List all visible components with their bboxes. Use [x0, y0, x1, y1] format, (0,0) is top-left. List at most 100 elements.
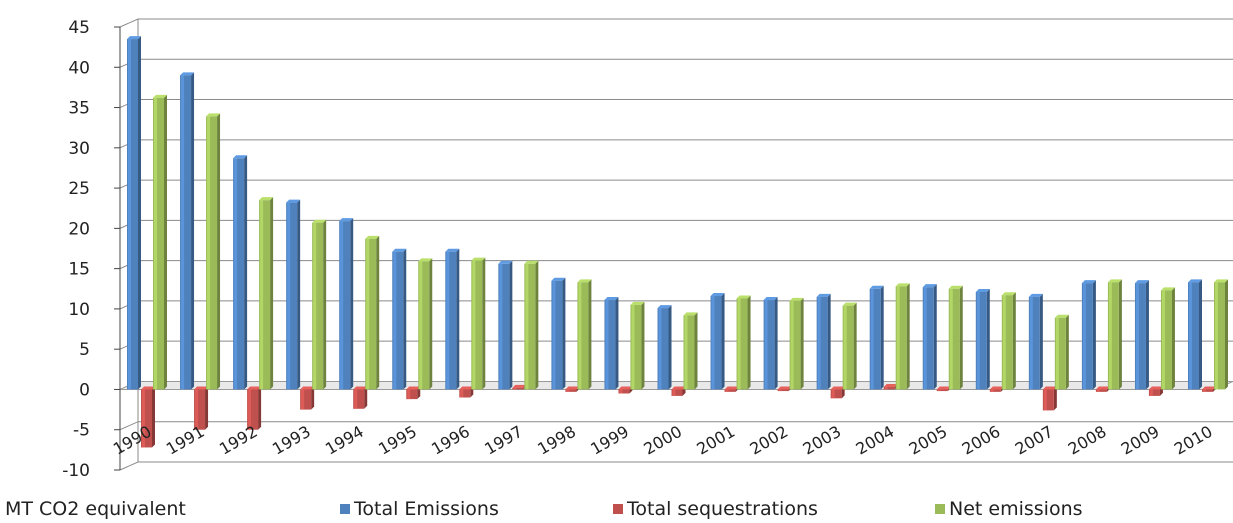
legend-item-total-emissions: Total Emissions — [340, 498, 499, 520]
bars — [127, 36, 1228, 448]
legend-label-net-emissions: Net emissions — [949, 498, 1083, 520]
bar — [1042, 386, 1057, 411]
bar — [1028, 293, 1043, 390]
x-category-label: 1991 — [163, 422, 208, 459]
bar — [498, 260, 513, 390]
bar — [736, 295, 751, 390]
legend-label-total-sequestrations: Total sequestrations — [627, 498, 818, 520]
bar — [683, 312, 698, 390]
bar — [1107, 279, 1122, 390]
bar — [618, 386, 633, 394]
bar — [577, 279, 592, 390]
bar — [247, 386, 262, 430]
gridline — [119, 179, 1233, 189]
legend-item-net-emissions: Net emissions — [935, 498, 1083, 520]
x-category-label: 1995 — [375, 422, 420, 459]
bar — [418, 258, 433, 390]
gridline — [119, 58, 1233, 68]
x-category-label: 1996 — [428, 422, 473, 459]
bar — [524, 260, 539, 390]
bar — [1188, 279, 1202, 390]
x-category-label: 1997 — [481, 422, 526, 459]
bar — [180, 72, 195, 390]
x-category-label: 1992 — [216, 422, 261, 459]
bar — [127, 36, 141, 390]
bar — [789, 297, 804, 390]
x-category-label: 1999 — [587, 422, 632, 459]
gridline — [119, 139, 1233, 149]
y-tick-label: 40 — [68, 58, 90, 78]
x-category-label: 1990 — [110, 422, 155, 459]
bar — [339, 218, 354, 390]
bar — [1148, 386, 1163, 396]
x-category-label: 2006 — [959, 422, 1004, 459]
x-category-label: 2001 — [693, 422, 738, 459]
gridline — [119, 461, 1233, 471]
x-category-label: 2010 — [1171, 422, 1216, 459]
bar — [922, 284, 937, 390]
y-tick-label: 35 — [68, 99, 90, 119]
legend-label-total-emissions: Total Emissions — [354, 498, 499, 520]
legend-swatch-net-emissions — [935, 504, 945, 514]
bar — [286, 199, 301, 390]
bar — [895, 283, 910, 390]
legend-swatch-total-emissions — [340, 504, 350, 514]
y-tick-label: 5 — [79, 340, 90, 360]
bar — [392, 248, 407, 390]
bar — [406, 386, 421, 400]
gridline — [119, 99, 1233, 109]
x-category-label: 2009 — [1118, 422, 1163, 459]
bar — [365, 235, 380, 390]
bar — [1081, 280, 1096, 390]
bar — [1054, 314, 1069, 390]
x-category-label: 1998 — [534, 422, 579, 459]
bar — [948, 285, 963, 390]
bar — [471, 257, 486, 390]
y-tick-label: 10 — [68, 300, 90, 320]
y-tick-label: 20 — [68, 219, 90, 239]
y-axis: 45 40 35 30 25 20 15 10 5 0 -5 -10 — [62, 18, 139, 481]
bar — [1001, 292, 1016, 390]
bar — [830, 386, 845, 399]
x-category-label: 1994 — [322, 422, 367, 459]
bar — [459, 386, 474, 398]
bar — [206, 113, 221, 390]
x-category-label: 2003 — [800, 422, 845, 459]
y-tick-label: 30 — [68, 139, 90, 159]
bar — [816, 293, 831, 390]
bar — [141, 386, 155, 448]
bar — [300, 386, 315, 410]
bar — [259, 197, 274, 390]
y-tick-label: -5 — [73, 421, 90, 441]
legend: MT CO2 equivalent Total Emissions Total … — [0, 498, 1233, 523]
y-tick-label: -10 — [62, 461, 90, 481]
emissions-bar-chart: 45 40 35 30 25 20 15 10 5 0 -5 -10 1990 1991 1992 1993… — [62, 18, 1233, 481]
bar — [1214, 279, 1228, 390]
bar — [312, 219, 327, 390]
y-tick-label: 0 — [79, 380, 90, 400]
bar — [869, 285, 884, 390]
bar — [710, 293, 725, 390]
x-category-label: 2002 — [746, 422, 791, 459]
y-tick-label: 15 — [68, 260, 90, 280]
bar — [445, 248, 460, 390]
legend-swatch-total-sequestrations — [613, 504, 623, 514]
legend-item-total-sequestrations: Total sequestrations — [613, 498, 818, 520]
x-category-label: 2005 — [906, 422, 951, 459]
x-category-label: 2000 — [640, 422, 685, 459]
x-category-label: 2008 — [1065, 422, 1110, 459]
unit-label: MT CO2 equivalent — [5, 498, 186, 520]
bar — [630, 301, 645, 390]
bar — [604, 297, 619, 390]
bar — [233, 155, 248, 390]
bar — [763, 297, 778, 390]
bar — [1160, 287, 1175, 390]
bar — [975, 288, 990, 390]
bar — [671, 386, 686, 396]
bar — [194, 386, 209, 430]
bar — [551, 277, 566, 390]
x-category-label: 2007 — [1012, 422, 1057, 459]
bar — [153, 94, 167, 390]
bar — [1134, 280, 1149, 390]
x-category-label: 1993 — [269, 422, 314, 459]
